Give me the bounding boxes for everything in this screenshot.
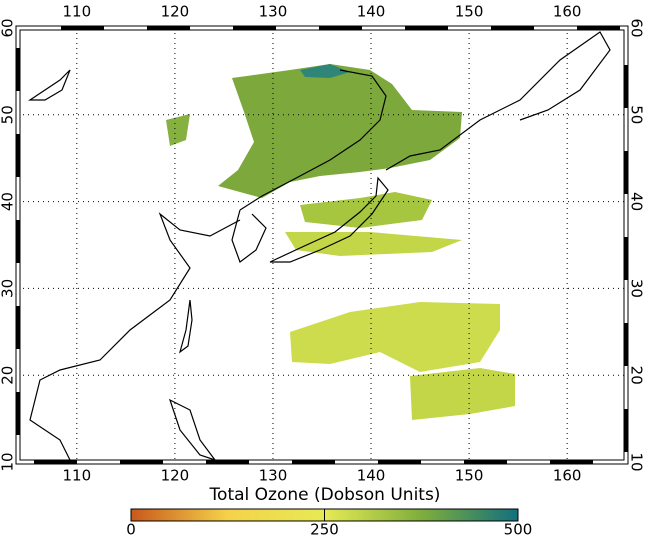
coastline [385,31,611,171]
colorbar-tick-label: 500 [504,521,533,539]
ozone-region [166,114,190,146]
y-tick-label-left: 60 [0,18,17,37]
y-tick-label-right: 20 [628,366,646,385]
coastline [239,69,387,211]
colorbar-label: Total Ozone (Dobson Units) [209,485,441,505]
coastline [178,299,193,354]
y-tick-label-left: 40 [0,192,17,211]
ozone-region [290,302,500,372]
ozone-data [166,64,515,420]
x-tick-label-top: 120 [161,3,190,21]
y-tick-label-right: 10 [628,452,646,471]
ozone-region [218,64,462,198]
y-tick-label-left: 20 [0,366,17,385]
x-tick-label-bottom: 160 [553,467,582,485]
axes: 110 110 120 120 130 130 140 140 150 150 160 160 10 10… [0,3,646,485]
coastline [269,176,389,263]
coastline [168,398,217,462]
map-frame [15,25,629,465]
x-tick-label-bottom: 140 [357,467,386,485]
ozone-region [285,232,462,256]
x-tick-label-top: 130 [259,3,288,21]
y-tick-label-right: 50 [628,105,646,124]
x-tick-label-top: 140 [357,3,386,21]
x-tick-label-bottom: 110 [63,467,92,485]
x-tick-label-bottom: 150 [455,467,484,485]
colorbar-tick-label: 0 [126,521,136,539]
y-tick-label-left: 50 [0,105,17,124]
x-tick-label-bottom: 130 [259,467,288,485]
coastline [231,209,267,263]
y-tick-label-left: 10 [0,452,17,471]
colorbar-tick-label: 250 [310,521,339,539]
x-tick-label-top: 160 [553,3,582,21]
coastlines [28,31,611,462]
ozone-region [410,368,515,420]
coastline [29,212,241,461]
x-tick-label-top: 150 [455,3,484,21]
y-tick-label-right: 60 [628,18,646,37]
coastline [28,69,71,101]
x-tick-label-bottom: 120 [161,467,190,485]
x-tick-label-top: 110 [63,3,92,21]
ozone-region [300,64,350,78]
y-tick-label-left: 30 [0,279,17,298]
y-tick-label-right: 30 [628,279,646,298]
colorbar-ticks: 0 250 500 [126,509,532,539]
ozone-region [300,192,432,228]
y-tick-label-right: 40 [628,192,646,211]
